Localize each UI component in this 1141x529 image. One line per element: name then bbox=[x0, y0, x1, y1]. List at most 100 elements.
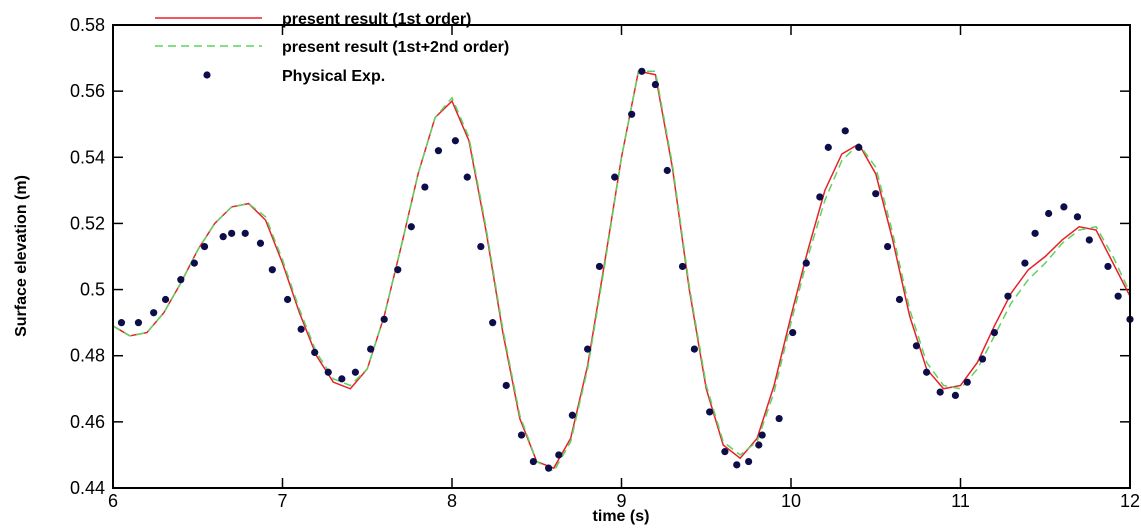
data-point bbox=[651, 80, 660, 89]
data-point bbox=[789, 328, 797, 337]
data-point bbox=[1114, 292, 1122, 300]
data-point bbox=[745, 457, 753, 466]
data-point bbox=[502, 381, 510, 390]
x-tick-label: 11 bbox=[951, 491, 970, 511]
y-tick-label: 0.44 bbox=[70, 478, 105, 498]
y-tick-label: 0.48 bbox=[70, 346, 105, 366]
data-point bbox=[690, 345, 698, 353]
data-point bbox=[311, 348, 319, 357]
data-point bbox=[241, 229, 249, 237]
data-point bbox=[256, 239, 265, 247]
x-tick-label: 12 bbox=[1120, 491, 1140, 511]
data-point bbox=[912, 342, 921, 350]
data-point bbox=[802, 259, 810, 267]
data-point bbox=[872, 190, 880, 198]
data-point bbox=[190, 259, 198, 267]
data-point bbox=[283, 295, 292, 304]
data-point bbox=[477, 242, 485, 251]
legend-label: Physical Exp. bbox=[282, 68, 385, 85]
data-point bbox=[638, 67, 646, 75]
data-point bbox=[990, 328, 999, 337]
legend-label: present result (1st order) bbox=[282, 11, 471, 28]
data-point bbox=[1004, 292, 1012, 300]
data-point bbox=[517, 431, 526, 439]
data-point bbox=[150, 309, 158, 317]
data-point bbox=[775, 414, 783, 423]
data-point bbox=[678, 262, 687, 271]
data-point bbox=[1060, 203, 1068, 211]
x-tick-label: 6 bbox=[108, 491, 118, 511]
legend-marker bbox=[203, 71, 211, 79]
data-point bbox=[1073, 213, 1082, 221]
data-point bbox=[841, 127, 849, 135]
data-point bbox=[545, 464, 553, 472]
data-point bbox=[1085, 236, 1093, 244]
data-point bbox=[489, 319, 497, 327]
data-point bbox=[706, 408, 714, 416]
data-point bbox=[758, 431, 766, 439]
data-point bbox=[595, 262, 604, 271]
data-point bbox=[380, 315, 388, 323]
data-point bbox=[421, 183, 429, 191]
data-point bbox=[407, 223, 415, 231]
x-tick-label: 10 bbox=[781, 491, 801, 511]
data-point bbox=[755, 441, 763, 449]
y-tick-label: 0.58 bbox=[70, 15, 105, 35]
data-point bbox=[463, 173, 471, 181]
plot-frame bbox=[112, 24, 1131, 489]
data-point bbox=[663, 166, 671, 175]
data-line bbox=[113, 70, 1131, 470]
data-line bbox=[113, 70, 1131, 473]
data-point bbox=[855, 143, 863, 151]
data-point bbox=[1031, 229, 1039, 237]
data-point bbox=[117, 319, 126, 327]
data-point bbox=[936, 388, 944, 396]
y-tick-label: 0.52 bbox=[70, 213, 105, 233]
data-point bbox=[721, 448, 729, 456]
data-point bbox=[297, 325, 305, 333]
x-tick-label: 8 bbox=[447, 491, 457, 511]
data-point bbox=[268, 266, 276, 274]
data-point bbox=[555, 451, 563, 459]
data-point bbox=[628, 110, 636, 118]
y-tick-label: 0.5 bbox=[80, 280, 105, 300]
data-point bbox=[923, 368, 931, 376]
data-point bbox=[895, 295, 904, 304]
data-point bbox=[963, 378, 971, 386]
data-point bbox=[228, 229, 236, 237]
data-point bbox=[367, 345, 375, 353]
data-point bbox=[434, 147, 443, 155]
y-tick-label: 0.46 bbox=[70, 412, 105, 432]
data-point bbox=[1045, 209, 1053, 218]
y-axis-title: Surface elevation (m) bbox=[13, 175, 30, 337]
data-point bbox=[161, 295, 170, 304]
data-point bbox=[1104, 262, 1112, 271]
data-point bbox=[1021, 259, 1029, 267]
x-tick-label: 7 bbox=[277, 491, 287, 511]
data-point bbox=[611, 173, 619, 181]
data-point bbox=[978, 355, 987, 363]
data-point bbox=[134, 319, 143, 327]
data-point bbox=[816, 193, 824, 201]
data-point bbox=[451, 137, 459, 145]
data-point bbox=[351, 368, 359, 376]
data-point bbox=[733, 461, 741, 469]
y-tick-label: 0.54 bbox=[70, 147, 105, 167]
data-point bbox=[200, 242, 209, 251]
x-axis-title: time (s) bbox=[593, 508, 650, 525]
data-point bbox=[884, 242, 892, 251]
data-point bbox=[324, 368, 332, 376]
x-tick-label: 9 bbox=[616, 491, 626, 511]
legend-label: present result (1st+2nd order) bbox=[282, 39, 509, 56]
data-point bbox=[219, 233, 227, 241]
data-point bbox=[529, 457, 537, 466]
data-point bbox=[951, 391, 960, 399]
data-point bbox=[584, 345, 592, 353]
data-point bbox=[338, 375, 346, 383]
data-point bbox=[824, 143, 832, 151]
data-point bbox=[394, 266, 402, 274]
data-point bbox=[177, 276, 185, 284]
data-point bbox=[568, 411, 576, 419]
y-tick-label: 0.56 bbox=[70, 81, 105, 101]
